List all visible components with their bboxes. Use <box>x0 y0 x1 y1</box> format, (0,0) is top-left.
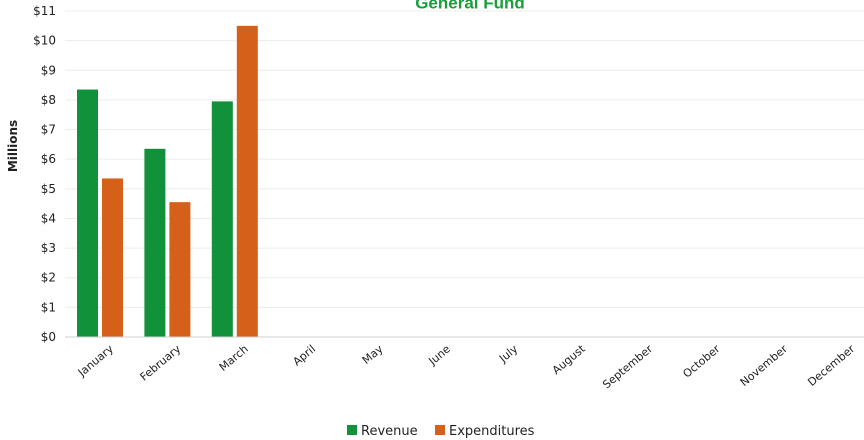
x-tick-label: May <box>360 342 386 367</box>
legend-swatch <box>347 425 357 435</box>
x-tick-label: August <box>550 342 588 377</box>
y-tick-label: $7 <box>41 123 56 137</box>
x-tick-label: November <box>738 342 791 389</box>
y-tick-label: $9 <box>41 63 56 77</box>
y-tick-label: $3 <box>41 241 56 255</box>
y-tick-label: $10 <box>33 34 56 48</box>
chart-title: General Fund <box>415 0 525 12</box>
y-tick-label: $5 <box>41 182 56 196</box>
legend: Revenue Expenditures <box>347 424 535 439</box>
y-tick-label: $6 <box>41 152 56 166</box>
bar-expenditures-february <box>169 202 191 337</box>
x-tick-label: December <box>805 342 857 389</box>
x-tick-label: February <box>138 342 184 384</box>
y-tick-label: $11 <box>33 4 56 18</box>
x-tick-label: April <box>291 342 319 368</box>
x-tick-label: September <box>600 342 655 391</box>
gridlines <box>65 10 864 308</box>
y-tick-label: $8 <box>41 93 56 107</box>
x-tick-label: March <box>217 342 251 374</box>
x-tick-label: July <box>496 342 521 366</box>
legend-label: Revenue <box>361 424 418 439</box>
legend-swatch <box>435 425 445 435</box>
y-tick-label: $0 <box>41 330 56 344</box>
y-axis-label: Millions <box>6 120 20 172</box>
bars <box>77 25 258 338</box>
y-tick-label: $1 <box>41 300 56 314</box>
bar-revenue-february <box>144 148 166 337</box>
bar-revenue-march <box>211 101 233 338</box>
legend-label: Expenditures <box>449 424 535 439</box>
x-tick-label: January <box>75 342 116 380</box>
bar-expenditures-january <box>102 178 123 337</box>
y-tick-label: $2 <box>41 271 56 285</box>
bar-revenue-january <box>77 89 98 337</box>
y-tick-label: $4 <box>41 211 56 225</box>
x-tick-label: June <box>425 342 453 368</box>
x-tick-label: October <box>680 342 722 381</box>
y-axis-ticks: $0 $1 $2 $3 $4 $5 $6 $7 $8 $9 $10 $11 <box>33 4 56 344</box>
bar-expenditures-march <box>236 25 258 338</box>
x-axis-ticks: January February March April May June July Augu… <box>75 342 858 391</box>
